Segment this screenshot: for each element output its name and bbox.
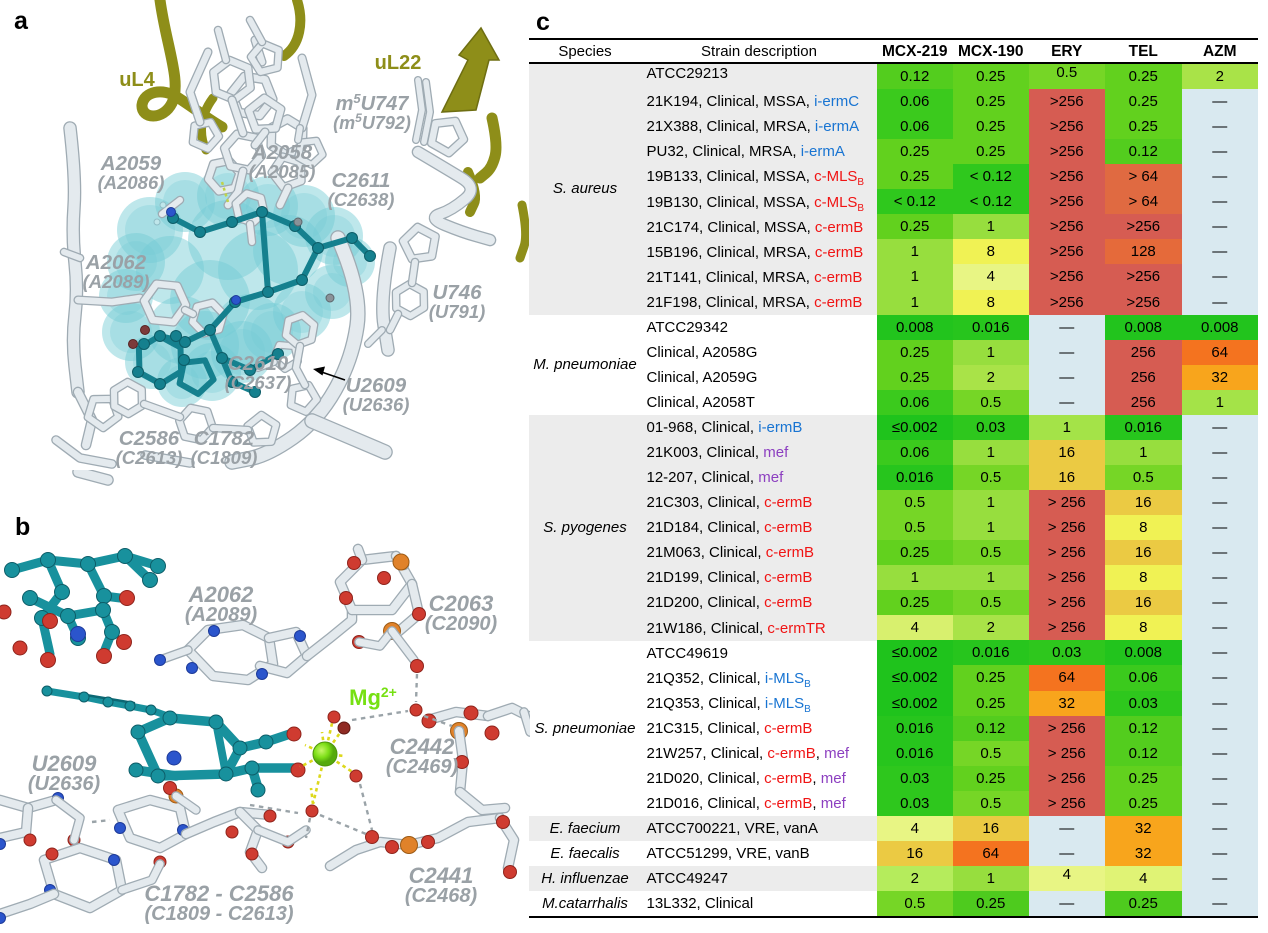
svg-text:C2586: C2586: [119, 427, 180, 450]
svg-text:U2609: U2609: [346, 374, 407, 397]
svg-text:uL4: uL4: [119, 69, 155, 91]
svg-text:(U2636): (U2636): [343, 394, 410, 415]
svg-text:U2609: U2609: [32, 751, 98, 776]
svg-text:(U791): (U791): [429, 301, 486, 322]
svg-text:C2610: C2610: [228, 352, 289, 375]
svg-text:C2611: C2611: [332, 169, 391, 192]
svg-text:(A2085): (A2085): [249, 161, 316, 182]
svg-text:(C2468): (C2468): [405, 885, 478, 907]
svg-text:C2441: C2441: [409, 863, 474, 888]
svg-text:(C2469): (C2469): [386, 756, 459, 778]
svg-text:C2442: C2442: [390, 734, 456, 759]
svg-text:Mg2+: Mg2+: [349, 684, 397, 710]
svg-text:C1782: C1782: [194, 427, 255, 450]
svg-text:(A2089): (A2089): [83, 271, 150, 292]
svg-text:(C2637): (C2637): [225, 372, 292, 393]
svg-text:m5U747: m5U747: [336, 91, 410, 116]
svg-text:uL22: uL22: [375, 52, 422, 74]
svg-text:(U2636): (U2636): [28, 773, 101, 795]
svg-text:A2058: A2058: [251, 141, 313, 164]
svg-text:A2062: A2062: [85, 251, 147, 274]
svg-text:(A2086): (A2086): [98, 172, 165, 193]
svg-text:(A2089): (A2089): [185, 604, 258, 626]
svg-text:C1782 - C2586: C1782 - C2586: [144, 881, 294, 906]
svg-text:U746: U746: [432, 281, 482, 304]
svg-text:(C2090): (C2090): [425, 613, 498, 635]
svg-text:(C1809 - C2613): (C1809 - C2613): [145, 903, 294, 925]
svg-text:A2059: A2059: [100, 152, 162, 175]
svg-text:(C1809): (C1809): [191, 447, 258, 468]
svg-text:(C2613): (C2613): [116, 447, 183, 468]
svg-text:(C2638): (C2638): [328, 189, 395, 210]
svg-text:(m5U792): (m5U792): [333, 111, 411, 133]
svg-text:C2063: C2063: [429, 591, 494, 616]
svg-text:A2062: A2062: [188, 582, 255, 607]
